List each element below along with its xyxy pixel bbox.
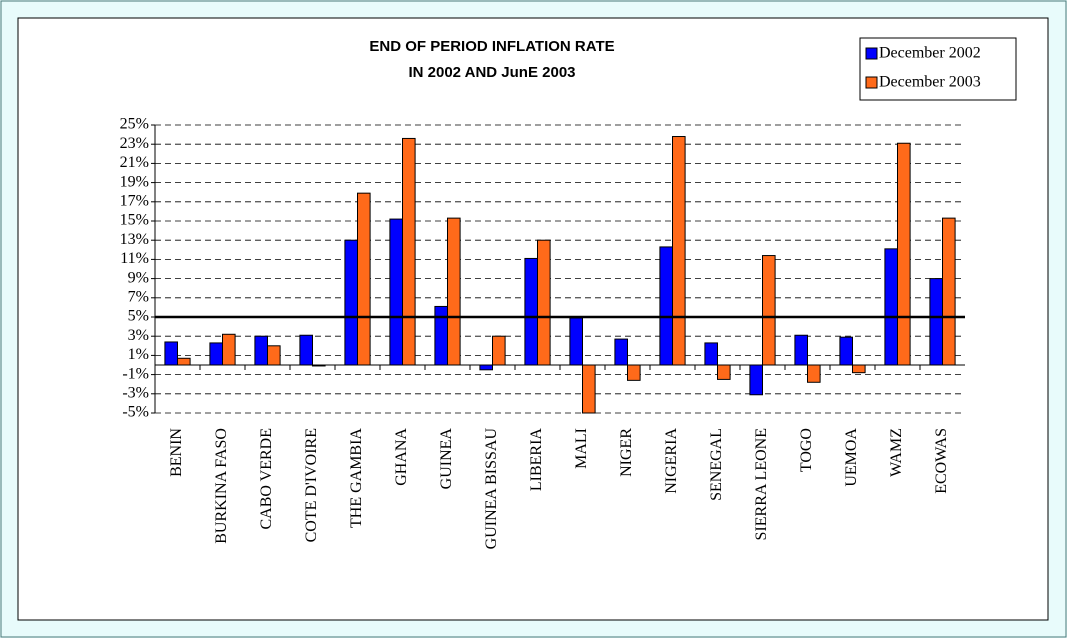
bar — [749, 364, 764, 396]
bar — [447, 217, 461, 366]
bar — [569, 317, 584, 366]
bar — [672, 136, 686, 366]
bar — [537, 239, 551, 366]
bar — [434, 305, 448, 366]
x-tick-label: COTE D'IVOIRE — [303, 428, 320, 542]
legend-swatch — [865, 47, 878, 60]
y-tick-label: 15% — [120, 212, 149, 229]
bar — [299, 334, 313, 366]
bar — [884, 248, 899, 366]
bar — [762, 255, 776, 366]
y-tick-label: 7% — [128, 288, 149, 305]
bar — [164, 341, 178, 366]
bar — [852, 364, 866, 374]
bar — [492, 335, 506, 366]
bar — [177, 357, 191, 366]
bar — [524, 257, 539, 366]
x-tick-label: NIGERIA — [663, 428, 680, 494]
x-tick-label: BENIN — [168, 428, 185, 477]
x-tick-label: THE GAMBIA — [348, 428, 365, 528]
y-tick-label: 9% — [128, 269, 149, 286]
chart-title: END OF PERIOD INFLATION RATE — [369, 38, 614, 55]
x-tick-label: LIBERIA — [528, 428, 545, 492]
y-tick-label: 23% — [120, 135, 149, 152]
y-tick-label: 5% — [128, 308, 149, 325]
x-tick-label: GUINEA BISSAU — [483, 428, 500, 550]
bar — [389, 218, 403, 366]
x-tick-label: NIGER — [618, 428, 635, 477]
x-tick-label: SIERRA LEONE — [753, 428, 770, 540]
y-tick-label: 1% — [128, 346, 149, 363]
y-tick-label: -3% — [122, 384, 149, 401]
bar — [614, 338, 629, 366]
chart-title: IN 2002 AND JunE 2003 — [408, 64, 575, 81]
y-tick-label: -1% — [122, 365, 149, 382]
bar — [312, 364, 326, 367]
bar — [807, 364, 821, 383]
x-tick-label: UEMOA — [843, 428, 860, 487]
bar — [209, 342, 223, 366]
y-tick-label: 3% — [128, 327, 149, 344]
legend-swatch — [865, 76, 878, 89]
legend-label: December 2002 — [879, 45, 981, 62]
y-tick-label: 25% — [120, 116, 149, 133]
legend-box — [859, 37, 1017, 101]
bar — [402, 137, 416, 366]
x-tick-label: CABO VERDE — [258, 428, 275, 530]
x-tick-label: BURKINA FASO — [213, 428, 230, 544]
bar — [254, 335, 268, 366]
bar — [794, 334, 809, 366]
x-tick-label: GHANA — [393, 428, 410, 486]
x-tick-label: ECOWAS — [933, 428, 950, 494]
x-tick-label: TOGO — [798, 428, 815, 472]
bar — [897, 142, 911, 366]
bar — [704, 342, 719, 366]
bar — [267, 345, 281, 366]
y-tick-label: -5% — [122, 404, 149, 421]
y-tick-label: 21% — [120, 154, 149, 171]
bar — [222, 333, 236, 366]
x-tick-label: WAMZ — [888, 428, 905, 477]
y-tick-label: 11% — [120, 250, 149, 267]
bar — [839, 336, 854, 366]
y-tick-label: 19% — [120, 173, 149, 190]
bar — [357, 192, 371, 366]
bar — [717, 364, 731, 380]
bar — [627, 364, 641, 381]
x-tick-label: GUINEA — [438, 428, 455, 490]
bar — [929, 278, 944, 366]
bar — [344, 239, 358, 366]
bar — [582, 364, 596, 414]
x-tick-label: MALI — [573, 428, 590, 469]
x-tick-label: SENEGAL — [708, 428, 725, 501]
y-tick-label: 13% — [120, 231, 149, 248]
bar — [942, 217, 956, 366]
legend-label: December 2003 — [879, 74, 981, 91]
y-tick-label: 17% — [120, 192, 149, 209]
bar — [659, 246, 674, 366]
bar — [479, 364, 493, 371]
